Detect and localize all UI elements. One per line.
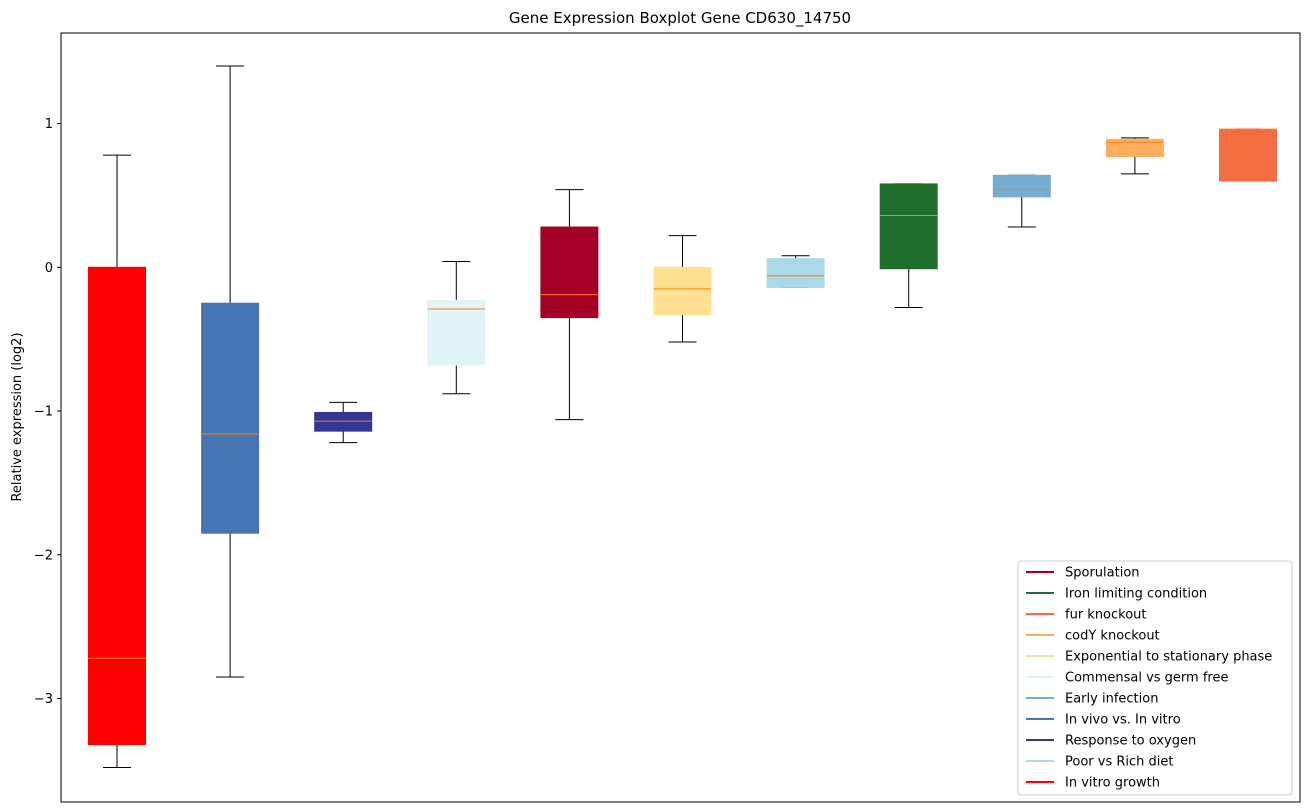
legend-label: Response to oxygen [1065,734,1196,749]
legend-item: Sporulation [1026,566,1140,581]
box-group [314,401,373,444]
legend-label: Early infection [1065,692,1158,707]
box [766,258,825,288]
box [427,299,486,366]
y-axis-label: Relative expression (log2) [10,332,25,501]
y-tick-label: −2 [34,548,53,563]
box [1105,138,1164,158]
legend-label: fur knockout [1065,608,1147,623]
legend-item: Exponential to stationary phase [1026,650,1272,665]
legend-item: codY knockout [1026,629,1160,644]
box [540,226,599,319]
box [1219,128,1277,182]
box-group [1105,137,1164,175]
legend-item: Poor vs Rich diet [1026,755,1173,770]
box [879,183,938,270]
box-group [1219,128,1277,182]
y-axis: 1 0 −1 −2 −3 [34,117,61,707]
box-group [766,255,825,288]
legend-item: Response to oxygen [1026,734,1196,749]
y-tick-label: −1 [34,405,53,420]
box-group [879,183,938,309]
plot-area [88,65,1277,769]
box-group [992,174,1051,228]
box-group [653,235,712,343]
box-group [88,154,146,769]
box-group [540,189,599,421]
chart-title: Gene Expression Boxplot Gene CD630_14750 [509,9,851,28]
box [992,174,1051,198]
y-tick-label: −3 [34,692,53,707]
box [653,266,712,316]
legend-label: Commensal vs germ free [1065,671,1228,686]
legend-label: codY knockout [1065,629,1160,644]
box-group [427,261,486,395]
legend-label: In vivo vs. In vitro [1065,713,1181,728]
legend-label: In vitro growth [1065,776,1160,791]
legend-item: Commensal vs germ free [1026,671,1228,686]
legend-box [1017,560,1293,796]
legend-item: In vitro growth [1026,776,1160,791]
legend-item: Early infection [1026,692,1158,707]
legend-item: fur knockout [1026,608,1147,623]
box-group [201,65,260,678]
legend-item: In vivo vs. In vitro [1026,713,1181,728]
legend-item: Iron limiting condition [1026,587,1207,602]
axes-frame [60,32,1301,803]
legend-label: Poor vs Rich diet [1065,755,1173,770]
box [201,302,260,534]
box [88,266,146,746]
legend-label: Sporulation [1065,566,1140,581]
legend: Sporulation Iron limiting condition fur kn… [1017,560,1293,796]
y-tick-label: 1 [45,117,53,132]
legend-label: Iron limiting condition [1065,587,1207,602]
legend-label: Exponential to stationary phase [1065,650,1272,665]
y-tick-label: 0 [45,261,53,276]
box [314,411,373,432]
